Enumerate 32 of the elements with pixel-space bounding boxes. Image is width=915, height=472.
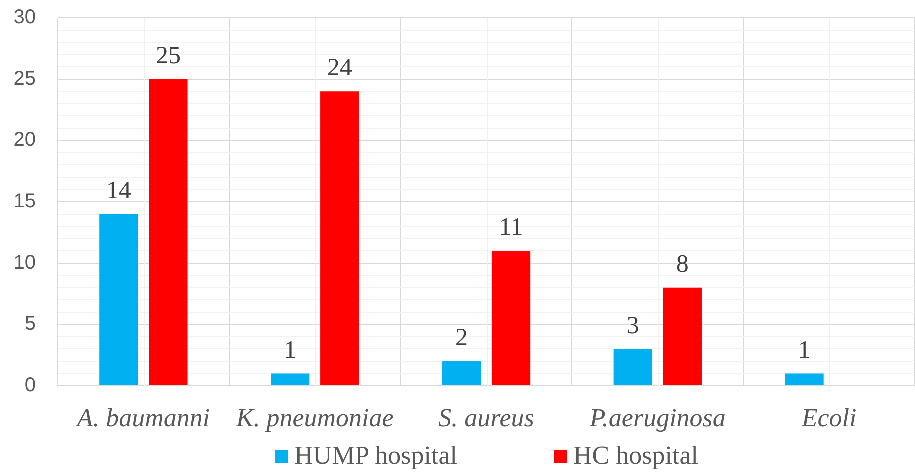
- bar: [149, 79, 188, 386]
- data-label: 2: [455, 324, 468, 352]
- x-tick-label: P.aeruginosa: [588, 403, 726, 432]
- legend-label: HC hospital: [574, 441, 698, 471]
- x-tick-label: Ecoli: [800, 403, 857, 432]
- y-tick-label: 10: [14, 252, 36, 274]
- y-tick-label: 5: [24, 313, 36, 336]
- bar: [100, 214, 138, 386]
- bar: [785, 374, 824, 386]
- x-tick-label: A. baumanni: [75, 403, 210, 432]
- bar: [492, 251, 531, 386]
- x-tick-label: K. pneumoniae: [235, 403, 394, 432]
- data-label: 1: [798, 336, 811, 364]
- data-label: 3: [626, 312, 640, 340]
- y-tick-label: 20: [14, 129, 36, 152]
- bar: [442, 361, 482, 386]
- data-label: 11: [499, 214, 524, 242]
- data-label: 25: [156, 42, 181, 70]
- data-label: 14: [106, 177, 132, 204]
- x-tick-label: S. aureus: [438, 403, 534, 432]
- bar: [614, 349, 652, 386]
- legend-label: HUMP hospital: [294, 441, 458, 471]
- data-label: 8: [676, 250, 689, 278]
- bar: [320, 92, 360, 386]
- bar: [663, 288, 702, 386]
- bar: [271, 374, 310, 386]
- y-tick-label: 30: [14, 6, 36, 29]
- data-label: 24: [327, 54, 353, 82]
- y-tick-label: 15: [14, 190, 36, 213]
- y-tick-label: 0: [24, 374, 36, 397]
- data-label: 1: [284, 336, 297, 364]
- y-tick-label: 25: [14, 68, 36, 90]
